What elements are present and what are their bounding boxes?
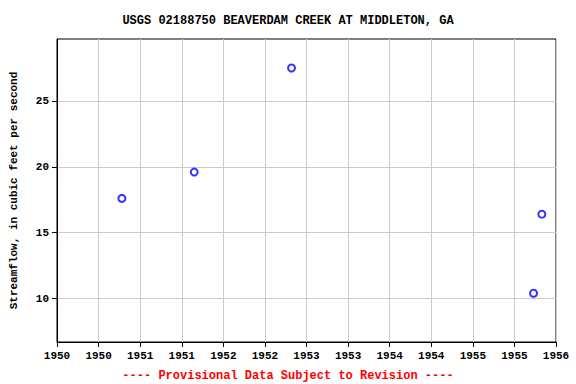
svg-text:1954: 1954: [376, 350, 403, 362]
svg-text:1953: 1953: [293, 350, 320, 362]
svg-text:1956: 1956: [543, 350, 569, 362]
svg-text:1952: 1952: [252, 350, 278, 362]
svg-text:1950: 1950: [85, 350, 111, 362]
svg-text:10: 10: [36, 293, 49, 305]
svg-text:20: 20: [36, 161, 49, 173]
svg-text:1950: 1950: [44, 350, 70, 362]
svg-text:USGS 02188750 BEAVERDAM CREEK: USGS 02188750 BEAVERDAM CREEK AT MIDDLET…: [122, 14, 454, 28]
svg-text:1952: 1952: [210, 350, 236, 362]
svg-text:1953: 1953: [335, 350, 362, 362]
svg-text:1954: 1954: [418, 350, 445, 362]
svg-text:1955: 1955: [460, 350, 487, 362]
svg-text:1951: 1951: [169, 350, 196, 362]
svg-text:15: 15: [36, 227, 50, 239]
svg-text:---- Provisional Data Subject: ---- Provisional Data Subject to Revisio…: [122, 369, 453, 383]
svg-text:1955: 1955: [501, 350, 528, 362]
svg-text:Streamflow, in cubic feet per: Streamflow, in cubic feet per second: [8, 72, 20, 310]
svg-text:1951: 1951: [127, 350, 154, 362]
svg-text:25: 25: [36, 95, 50, 107]
